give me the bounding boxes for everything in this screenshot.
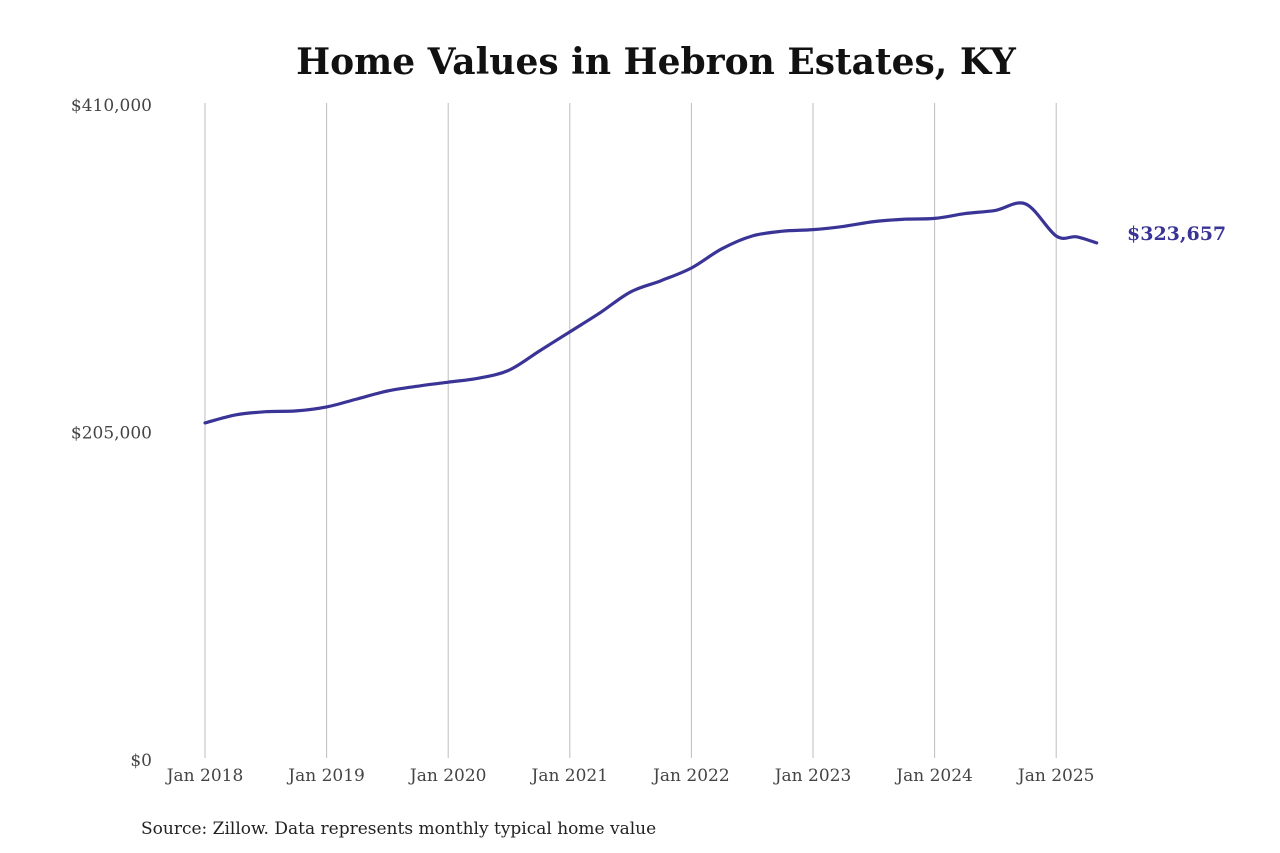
home-value-series-line xyxy=(203,201,1099,425)
y-tick-label: $0 xyxy=(130,751,152,771)
x-tick-label: Jan 2025 xyxy=(1016,766,1095,786)
gridlines xyxy=(204,103,1057,758)
x-tick-label: Jan 2023 xyxy=(773,766,852,786)
x-tick-label: Jan 2018 xyxy=(165,766,244,786)
source-note: Source: Zillow. Data represents monthly … xyxy=(141,819,656,839)
latest-value-label: $323,657 xyxy=(1127,223,1226,245)
x-tick-label: Jan 2020 xyxy=(408,766,487,786)
chart-title: Home Values in Hebron Estates, KY xyxy=(296,41,1017,83)
y-axis-ticks: $0 $205,000 $410,000 xyxy=(71,96,152,771)
x-tick-label: Jan 2024 xyxy=(894,766,973,786)
x-tick-label: Jan 2022 xyxy=(651,766,730,786)
y-tick-label: $205,000 xyxy=(71,424,152,444)
x-axis-ticks: Jan 2018 Jan 2019 Jan 2020 Jan 2021 Jan 2022… xyxy=(165,766,1095,786)
x-tick-label: Jan 2021 xyxy=(530,766,609,786)
y-tick-label: $410,000 xyxy=(71,96,152,116)
x-tick-label: Jan 2019 xyxy=(286,766,365,786)
